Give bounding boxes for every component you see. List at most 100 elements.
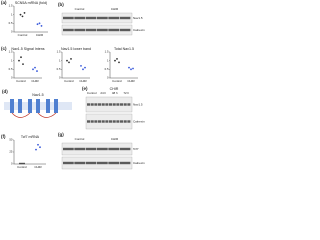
- panel-label: (g): [58, 132, 64, 137]
- lane-label: Control: [87, 91, 97, 95]
- data-point: [39, 146, 41, 149]
- band-label: Calnexin: [133, 161, 145, 165]
- data-point: [40, 25, 43, 27]
- y-tick-label: 0: [11, 162, 13, 166]
- data-point: [70, 58, 72, 60]
- y-tick-label: 0.5: [9, 67, 13, 71]
- blot-band: [98, 120, 102, 123]
- blot-band: [63, 147, 74, 151]
- data-point: [19, 13, 22, 16]
- data-point: [21, 162, 23, 165]
- lane-label: CHIR: [111, 7, 119, 11]
- blot-band: [119, 161, 131, 165]
- blot-band: [116, 103, 120, 106]
- lane-group: CHIR: [110, 87, 119, 91]
- data-point: [19, 162, 21, 165]
- channel-segment: [10, 99, 14, 113]
- data-point: [36, 23, 39, 26]
- blot-band: [123, 120, 127, 123]
- data-point: [22, 63, 24, 66]
- blot-band: [87, 103, 91, 106]
- page: (d) Nav1.5 (a) SCN5A mRNA (fold) 0 0.5 1 1.5 C…: [1, 0, 146, 170]
- blot-band: [87, 120, 91, 123]
- blot-band: [63, 28, 74, 32]
- x-tick-label: Control: [18, 33, 28, 37]
- data-point: [23, 162, 25, 165]
- y-tick-label: 25: [9, 150, 13, 154]
- y-tick-label: 0: [107, 76, 109, 80]
- data-point: [36, 70, 38, 72]
- blot-band: [63, 16, 74, 20]
- data-point: [68, 61, 70, 64]
- lane-label: Control: [75, 7, 85, 11]
- channel-segment: [36, 99, 40, 113]
- y-tick-label: 1.5: [105, 50, 109, 54]
- panel-label: (f): [1, 134, 6, 139]
- blot-band: [85, 28, 97, 32]
- blot-band: [85, 161, 97, 165]
- blot-band: [108, 28, 120, 32]
- blot-band: [108, 16, 120, 20]
- blot-band: [74, 147, 86, 151]
- panel-label: (b): [58, 2, 64, 7]
- data-point: [38, 22, 41, 25]
- data-point: [84, 66, 86, 69]
- x-tick-label: CHIR: [34, 165, 42, 169]
- channel-segment: [46, 99, 50, 113]
- blot-band: [94, 120, 98, 123]
- blot-band: [85, 147, 97, 151]
- data-point: [116, 58, 118, 60]
- diagram-label: Nav1.5: [32, 93, 43, 97]
- data-point: [82, 68, 84, 71]
- panel-label: (d): [2, 89, 8, 94]
- blot-band: [101, 120, 105, 123]
- channel-segment: [18, 99, 22, 113]
- y-axis-label: SCN5A mRNA (fold): [15, 1, 47, 5]
- blot-band: [101, 103, 105, 106]
- blot-band: [120, 120, 124, 123]
- y-tick-label: 1: [59, 58, 61, 62]
- data-point: [18, 59, 20, 62]
- blot-band: [120, 103, 124, 106]
- data-point: [34, 66, 36, 69]
- y-tick-label: 0.5: [57, 67, 61, 71]
- blot-band: [97, 16, 108, 20]
- data-point: [35, 148, 37, 151]
- panel-label: (c): [1, 46, 7, 51]
- y-tick-label: 0: [11, 76, 13, 80]
- band-label: Nav1.5: [133, 102, 143, 106]
- band-label: Tcf7: [133, 147, 139, 151]
- data-point: [132, 67, 134, 70]
- panel-label: (e): [82, 86, 88, 91]
- x-tick-label: Control: [64, 79, 74, 83]
- blot-band: [119, 28, 131, 32]
- data-point: [21, 15, 24, 18]
- loop: [11, 112, 57, 118]
- data-point: [23, 12, 26, 14]
- blot-band: [127, 120, 131, 123]
- data-point: [114, 59, 116, 62]
- data-point: [32, 68, 34, 71]
- panel-label: (a): [1, 0, 7, 5]
- x-tick-label: CHIR: [36, 33, 44, 37]
- blot-band: [105, 103, 109, 106]
- x-tick-label: Control: [16, 79, 26, 83]
- blot-band: [119, 16, 131, 20]
- lane-label: Control: [75, 137, 85, 141]
- blot-band: [63, 161, 74, 165]
- band-label: Calnexin: [133, 28, 145, 32]
- y-axis-label: Tcf7 mRNA: [21, 135, 40, 139]
- data-point: [37, 143, 39, 146]
- blot-band: [90, 103, 94, 106]
- blot-band: [90, 120, 94, 123]
- data-point: [66, 59, 68, 62]
- blot-band: [74, 28, 86, 32]
- blot-band: [97, 161, 108, 165]
- y-axis-label: Total Nav1.5: [114, 47, 134, 51]
- channel-segment: [28, 99, 32, 113]
- y-tick-label: 1.5: [57, 50, 61, 54]
- blot-band: [112, 103, 116, 106]
- blot-band: [112, 120, 116, 123]
- lane-label: CHIR: [111, 137, 119, 141]
- y-axis-label: Nav1.5 lower band: [61, 47, 91, 51]
